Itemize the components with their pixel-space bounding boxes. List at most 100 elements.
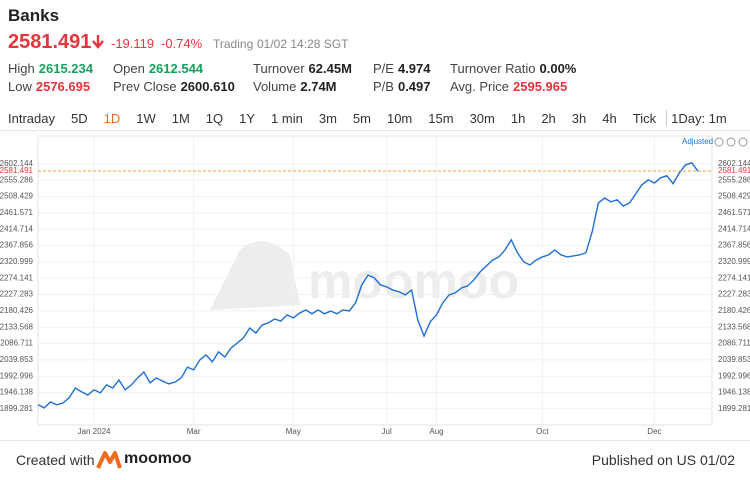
- stat: P/B 0.497: [373, 79, 431, 94]
- x-tick-label: Jul: [382, 427, 392, 436]
- tab[interactable]: 1Q: [205, 110, 224, 126]
- change-pct: -0.74%: [161, 36, 203, 51]
- y-tick-label: 2602.144: [718, 159, 750, 168]
- tab[interactable]: 3m: [318, 110, 337, 126]
- y-tick-label: 2461.571: [0, 208, 34, 217]
- tab[interactable]: 1M: [171, 110, 190, 126]
- tab[interactable]: 1W: [136, 110, 156, 126]
- y-tick-label: 2086.711: [718, 339, 750, 348]
- stat-value: 4.974: [397, 61, 431, 76]
- tab[interactable]: 2h: [541, 110, 556, 126]
- stat-value: 2595.965: [513, 79, 568, 94]
- tab[interactable]: 15m: [428, 110, 454, 126]
- stat: Prev Close 2600.610: [113, 79, 235, 94]
- tab[interactable]: 5D: [70, 110, 88, 126]
- stat: Volume 2.74M: [253, 79, 337, 94]
- chart-icon: [726, 137, 736, 147]
- price: 2581.491: [8, 31, 92, 53]
- tab[interactable]: 30m: [469, 110, 495, 126]
- stat-label: Prev Close: [113, 79, 177, 94]
- y-tick-label: 2227.283: [0, 290, 34, 299]
- stat: Open 2612.544: [113, 61, 203, 76]
- tab[interactable]: 1h: [510, 110, 526, 126]
- y-tick-label: 2180.426: [718, 306, 750, 315]
- y-tick-label: 2133.568: [718, 322, 750, 331]
- chart-icon: [738, 137, 748, 147]
- y-tick-label: 2180.426: [0, 306, 34, 315]
- tabs: Intraday 5D 1D 1W 1M 1Q 1Y 1 min 3m 5m 10m 15m 30m 1h…: [0, 106, 750, 131]
- chart-icon: [714, 137, 724, 147]
- y-tick-label: 2320.999: [0, 257, 34, 266]
- tab[interactable]: 1 min: [271, 110, 303, 126]
- y-tick-label: 2320.999: [718, 257, 750, 266]
- y-tick-label: 1899.281: [718, 404, 750, 413]
- footer-rule: [0, 440, 750, 441]
- interval[interactable]: 1Day: 1m: [671, 110, 727, 126]
- tab[interactable]: 1Y: [239, 110, 256, 126]
- stat-label: Avg. Price: [450, 79, 510, 94]
- y-tick-label: 2508.429: [718, 192, 750, 201]
- down-arrow: [92, 35, 104, 49]
- y-tick-label: 2086.711: [0, 339, 33, 348]
- stat-label: Low: [8, 79, 32, 94]
- y-tick-label: 2414.714: [0, 224, 34, 233]
- stat-label: Volume: [253, 79, 297, 94]
- title: Banks: [8, 6, 60, 25]
- y-tick-label: 2508.429: [0, 192, 34, 201]
- tab[interactable]: 3h: [571, 110, 587, 126]
- status: Trading: [213, 37, 254, 51]
- x-tick-label: May: [286, 427, 301, 436]
- published: Published on US 01/02: [591, 452, 735, 468]
- tab[interactable]: Intraday: [8, 110, 55, 126]
- plot-frame: [37, 135, 713, 426]
- stat-value: 2615.234: [38, 61, 93, 76]
- created-with: Created with: [16, 452, 95, 468]
- stat-value: 0.497: [397, 79, 431, 94]
- y-tick-label: 2274.141: [718, 273, 750, 282]
- y-tick-label: 2555.286: [718, 175, 750, 184]
- stat: Low 2576.695: [8, 79, 90, 94]
- tab[interactable]: 1D: [103, 110, 121, 126]
- y-tick-label: 2367.856: [0, 241, 34, 250]
- y-tick-label: 2039.853: [718, 355, 750, 364]
- y-tick-label: 2367.856: [718, 241, 750, 250]
- y-tick-label: 1946.138: [718, 388, 750, 397]
- y-tick-label: 2461.571: [718, 208, 750, 217]
- x-tick-label: Mar: [187, 427, 201, 436]
- adjusted: Adjusted: [682, 137, 713, 146]
- tab-separator: [666, 110, 668, 126]
- x-tick-label: Dec: [647, 427, 661, 436]
- change: -19.119: [111, 36, 155, 51]
- x-tick-label: Jan 2024: [78, 427, 111, 436]
- tab[interactable]: 4h: [602, 110, 617, 126]
- y-tick-label: 1899.281: [0, 404, 34, 413]
- y-tick-label: 2039.853: [0, 355, 34, 364]
- reference-label: 2581.491: [0, 166, 34, 175]
- x-tick-label: Aug: [429, 427, 443, 436]
- y-tick-label: 1992.996: [718, 371, 750, 380]
- stat-label: P/E: [373, 61, 394, 76]
- stat-label: High: [8, 61, 35, 76]
- watermark-logo: [210, 241, 300, 310]
- stat: Avg. Price 2595.965: [450, 79, 567, 94]
- stat-label: Turnover: [253, 61, 305, 76]
- stat-value: 2612.544: [148, 61, 204, 76]
- stat-value: 0.00%: [539, 61, 577, 76]
- x-tick-label: Oct: [536, 427, 549, 436]
- stat: P/E 4.974: [373, 61, 431, 76]
- stat-label: Turnover Ratio: [450, 61, 536, 76]
- stat-label: P/B: [373, 79, 394, 94]
- tab[interactable]: 5m: [352, 110, 371, 126]
- tab[interactable]: Tick: [632, 110, 657, 126]
- brand: moomoo: [124, 450, 192, 467]
- y-tick-label: 2602.144: [0, 159, 34, 168]
- stat-value: 2576.695: [35, 79, 91, 94]
- reference-label: 2581.491: [718, 166, 750, 175]
- stat: Turnover Ratio 0.00%: [450, 61, 576, 76]
- tab[interactable]: 10m: [386, 110, 413, 126]
- stat-value: 62.45M: [308, 61, 352, 76]
- stat: High 2615.234: [8, 61, 93, 76]
- brand-logo: [96, 451, 122, 469]
